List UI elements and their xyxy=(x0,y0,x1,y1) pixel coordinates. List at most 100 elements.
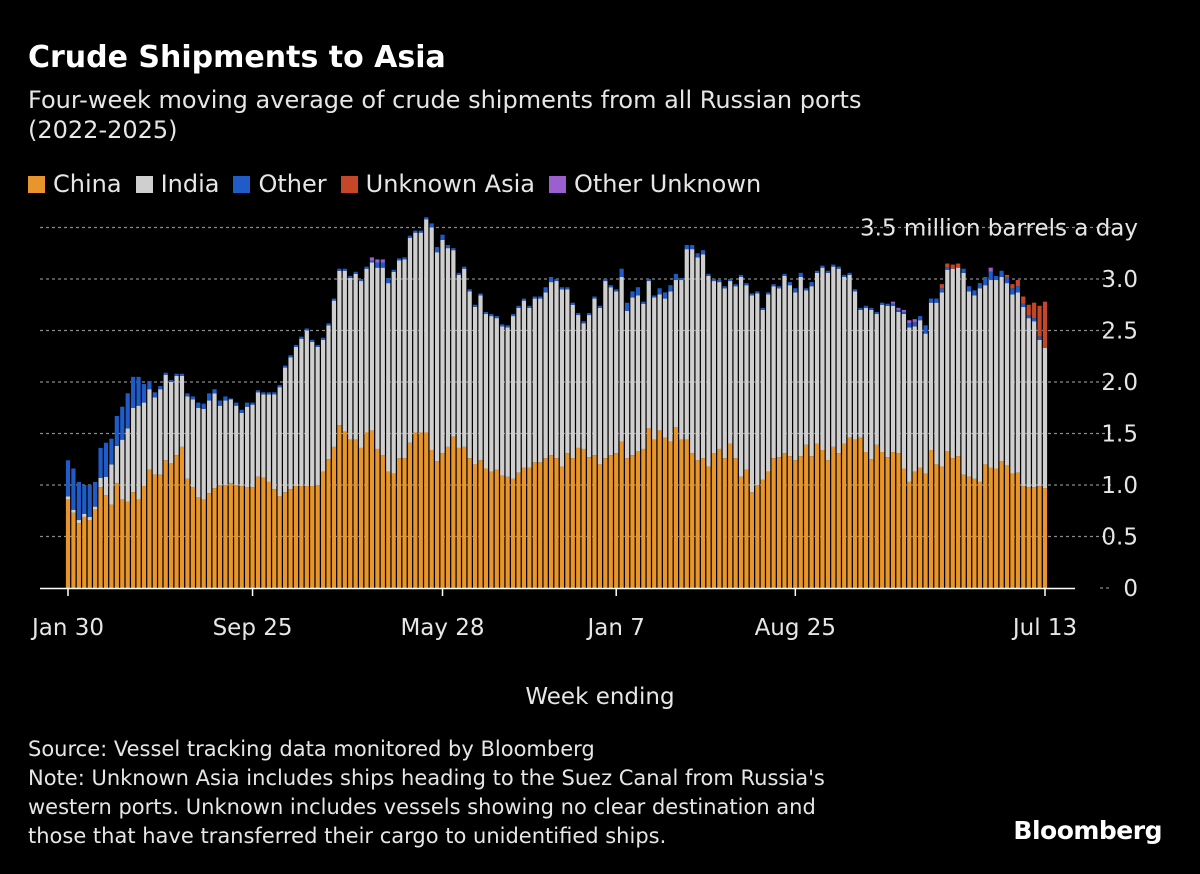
bar-segment-other xyxy=(255,390,261,393)
bar-segment-other xyxy=(1032,318,1037,322)
bar-segment-other xyxy=(359,279,364,282)
bar-segment-china xyxy=(760,479,765,588)
bar-segment-china xyxy=(1037,486,1042,588)
bar-segment-other xyxy=(576,312,581,316)
bar-segment-other xyxy=(212,389,217,394)
bar-segment-india xyxy=(147,389,152,470)
bar-segment-china xyxy=(972,478,977,588)
bar-segment-other xyxy=(125,393,130,429)
bar-segment-other xyxy=(831,264,836,267)
bar-segment-china xyxy=(711,453,717,588)
bar-segment-other xyxy=(353,271,358,274)
bar-segment-other xyxy=(586,312,592,316)
bar-segment-other xyxy=(386,277,391,284)
bar-segment-other xyxy=(994,275,999,281)
bar-segment-india xyxy=(760,309,765,480)
bar-segment-china xyxy=(538,462,543,588)
bar-segment-china xyxy=(364,432,369,588)
bar-segment-other xyxy=(652,295,657,298)
bar-segment-china xyxy=(434,461,440,588)
bar-segment-other xyxy=(581,321,586,324)
bar-segment-india xyxy=(114,445,119,483)
bar-segment-india xyxy=(283,367,288,493)
bar-segment-india xyxy=(71,509,76,513)
bar-segment-other xyxy=(814,270,820,273)
bar-segment-india xyxy=(239,412,244,487)
bar-segment-other xyxy=(424,217,429,220)
bar-segment-other xyxy=(668,285,673,292)
bar-segment-other xyxy=(787,282,792,286)
bar-segment-india xyxy=(939,292,944,467)
bar-segment-india xyxy=(288,357,293,490)
bar-segment-china xyxy=(93,509,98,588)
bar-segment-china xyxy=(869,459,874,588)
bar-segment-other xyxy=(896,309,901,312)
bar-segment-india xyxy=(624,310,630,459)
bar-segment-china xyxy=(662,437,668,588)
bar-segment-other xyxy=(624,302,630,311)
bar-segment-china xyxy=(98,487,103,588)
bar-segment-india xyxy=(614,291,619,454)
bar-segment-china xyxy=(603,458,608,588)
bar-segment-other xyxy=(842,274,847,277)
bar-segment-india xyxy=(1042,348,1048,489)
bar-segment-other xyxy=(684,245,689,250)
bar-segment-other-unknown xyxy=(912,319,917,323)
bar-segment-china xyxy=(228,482,233,588)
bar-segment-india xyxy=(744,285,749,470)
bar-segment-india xyxy=(543,292,548,459)
bar-segment-india xyxy=(852,291,858,440)
bar-segment-china xyxy=(945,451,950,588)
legend-label: China xyxy=(53,170,122,198)
bar-segment-china xyxy=(918,467,923,588)
bar-segment-india xyxy=(1032,321,1037,488)
bar-segment-india xyxy=(494,318,499,470)
bar-segment-china xyxy=(825,460,830,588)
bar-segment-china xyxy=(272,489,277,588)
bar-segment-india xyxy=(858,309,863,438)
bar-segment-other xyxy=(326,323,331,326)
bar-segment-india xyxy=(928,302,934,450)
bar-segment-china xyxy=(65,499,71,588)
bar-segment-other xyxy=(744,283,749,286)
bar-segment-china xyxy=(999,461,1004,588)
bar-segment-india xyxy=(820,267,825,450)
bar-segment-china xyxy=(418,432,423,588)
bar-segment-india xyxy=(353,273,358,440)
x-tick-label: Sep 25 xyxy=(213,615,293,641)
bar-segment-other xyxy=(988,271,993,281)
bar-segment-other xyxy=(977,283,982,289)
bar-segment-india xyxy=(842,276,847,444)
bar-segment-china xyxy=(424,432,429,588)
bar-segment-china xyxy=(776,457,782,588)
bar-segment-china xyxy=(1021,486,1026,588)
bar-segment-other xyxy=(603,279,608,282)
bar-segment-other xyxy=(538,296,543,299)
bar-segment-china xyxy=(299,486,304,588)
bar-segment-china xyxy=(386,471,391,588)
bar-segment-china xyxy=(690,453,695,588)
bar-segment-china xyxy=(1026,487,1031,588)
bar-segment-other xyxy=(207,393,212,401)
bar-segment-china xyxy=(467,458,472,588)
bar-segment-india xyxy=(597,307,603,465)
bar-segment-china xyxy=(543,458,548,588)
bar-segment-china xyxy=(695,460,700,588)
bar-segment-india xyxy=(576,315,581,448)
bar-segment-india xyxy=(581,323,586,449)
bar-segment-unknown-asia xyxy=(1042,301,1048,349)
bar-segment-other xyxy=(87,485,92,517)
bar-segment-china xyxy=(245,487,250,588)
bar-segment-other xyxy=(776,286,782,289)
bar-segment-china xyxy=(190,487,195,588)
bar-segment-other xyxy=(782,273,787,276)
bar-segment-unknown-asia xyxy=(1015,280,1020,287)
bar-segment-china xyxy=(87,520,92,588)
bar-segment-india xyxy=(912,326,917,472)
bar-segment-other xyxy=(706,273,711,276)
bar-segment-china xyxy=(359,447,364,588)
bar-segment-other xyxy=(185,393,190,397)
bar-segment-india xyxy=(131,407,136,493)
bar-segment-other xyxy=(288,355,293,358)
